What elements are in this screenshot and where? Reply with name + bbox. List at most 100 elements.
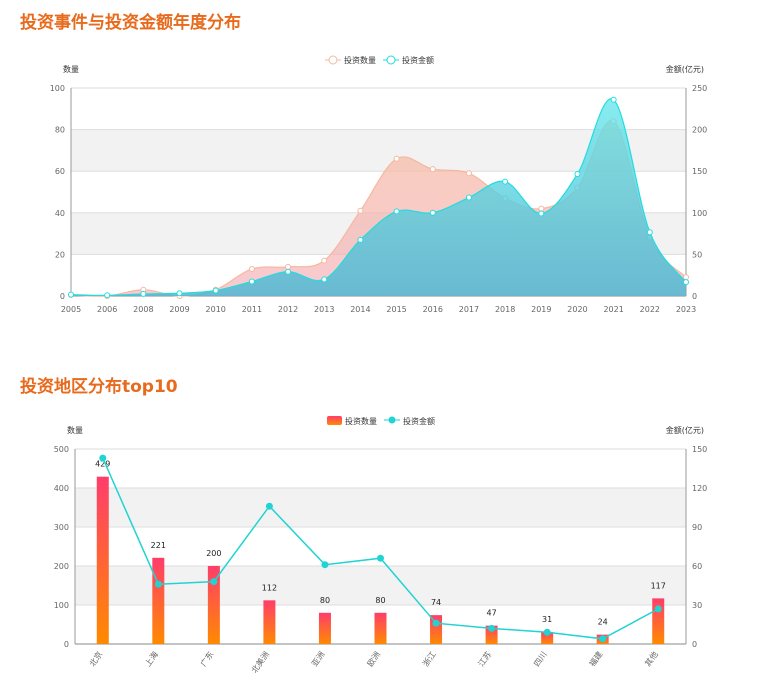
x-tick: 2009 — [169, 305, 189, 314]
data-point — [683, 274, 689, 281]
y-tick-right: 100 — [692, 209, 707, 218]
x-tick: 2010 — [206, 305, 226, 314]
x-tick: 2005 — [61, 305, 81, 314]
data-point — [538, 205, 545, 212]
x-tick: 2013 — [314, 305, 334, 314]
data-point — [488, 624, 496, 632]
x-tick: 2011 — [242, 305, 262, 314]
y-tick-left: 100 — [50, 84, 65, 93]
x-tick: 2017 — [459, 305, 479, 314]
x-tick: 上海 — [143, 649, 160, 668]
x-tick: 欧洲 — [365, 649, 382, 668]
data-point — [248, 265, 255, 272]
data-point — [212, 287, 219, 294]
x-tick: 2022 — [640, 305, 660, 314]
bar — [318, 612, 331, 644]
legend-count: 投资数量 — [344, 55, 376, 65]
bar — [485, 625, 498, 644]
data-point — [210, 578, 218, 586]
x-tick: 2020 — [567, 305, 587, 314]
data-point — [68, 291, 74, 298]
data-point — [543, 628, 551, 636]
data-point — [646, 229, 653, 236]
bar-label: 80 — [375, 596, 385, 605]
x-tick: 2014 — [350, 305, 370, 314]
bar-label: 221 — [151, 541, 166, 550]
y-tick-left: 300 — [54, 523, 69, 532]
data-point — [357, 236, 364, 243]
data-point — [538, 210, 545, 217]
bar-label: 31 — [542, 615, 552, 624]
y-tick-right: 0 — [692, 292, 697, 301]
data-point — [502, 178, 509, 185]
data-point — [432, 619, 440, 627]
legend-amount-icon — [388, 416, 396, 424]
bar-label: 80 — [320, 596, 330, 605]
x-tick: 2015 — [386, 305, 406, 314]
bar — [430, 615, 443, 644]
y-tick-right: 60 — [692, 562, 702, 571]
data-point — [393, 208, 400, 215]
bar — [652, 598, 665, 644]
x-tick: 亚洲 — [310, 650, 327, 668]
legend-count-icon — [328, 55, 338, 65]
x-tick: 其他 — [642, 649, 659, 668]
y-tick-left: 80 — [55, 126, 65, 135]
bar-label: 429 — [95, 460, 110, 469]
x-tick: 2008 — [133, 305, 153, 314]
data-point — [465, 194, 472, 201]
bar-label: 112 — [262, 583, 277, 592]
y-tick-right: 250 — [692, 84, 707, 93]
grid-band — [71, 88, 686, 130]
y-axis-label-right: 金额(亿元) — [666, 425, 704, 435]
legend-count-icon — [327, 416, 342, 425]
legend-amount-icon — [386, 55, 396, 65]
section-title-annual: 投资事件与投资金额年度分布 — [20, 13, 241, 33]
legend-amount: 投资金额 — [402, 55, 434, 65]
bar-label: 24 — [598, 618, 608, 627]
x-tick: 2006 — [97, 305, 117, 314]
y-tick-left: 400 — [54, 484, 69, 493]
y-axis-label-left: 数量 — [63, 64, 79, 74]
y-tick-left: 0 — [60, 292, 65, 301]
data-point — [610, 96, 617, 103]
data-point — [104, 292, 111, 299]
x-tick: 广东 — [198, 649, 215, 668]
bar — [374, 612, 387, 644]
x-tick: 2021 — [603, 305, 623, 314]
bar — [541, 631, 554, 644]
data-point — [377, 554, 384, 562]
data-point — [599, 635, 607, 643]
bar-label: 74 — [431, 598, 441, 607]
x-tick: 北美洲 — [249, 649, 271, 674]
data-point — [285, 268, 292, 275]
y-tick-left: 40 — [55, 209, 65, 218]
bar-label: 200 — [206, 549, 221, 558]
x-tick: 2012 — [278, 305, 298, 314]
grid-band — [75, 449, 686, 488]
data-point — [99, 454, 107, 462]
data-point — [248, 278, 255, 285]
data-point — [285, 263, 292, 270]
y-tick-right: 90 — [692, 523, 702, 532]
bar — [207, 566, 220, 644]
data-point — [321, 257, 328, 264]
data-point — [429, 209, 436, 216]
y-axis-label-left: 数量 — [67, 425, 83, 435]
data-point — [683, 279, 689, 286]
data-point — [574, 170, 581, 177]
area-amount — [71, 98, 686, 297]
y-tick-left: 100 — [54, 601, 69, 610]
y-tick-right: 30 — [692, 601, 702, 610]
bar — [152, 557, 165, 644]
bar-label: 47 — [486, 609, 496, 618]
y-tick-right: 200 — [692, 126, 707, 135]
data-point — [140, 290, 147, 297]
y-tick-left: 200 — [54, 562, 69, 571]
x-tick: 2019 — [531, 305, 551, 314]
grid-band — [75, 488, 686, 527]
data-point — [265, 502, 273, 510]
data-point — [429, 166, 436, 173]
